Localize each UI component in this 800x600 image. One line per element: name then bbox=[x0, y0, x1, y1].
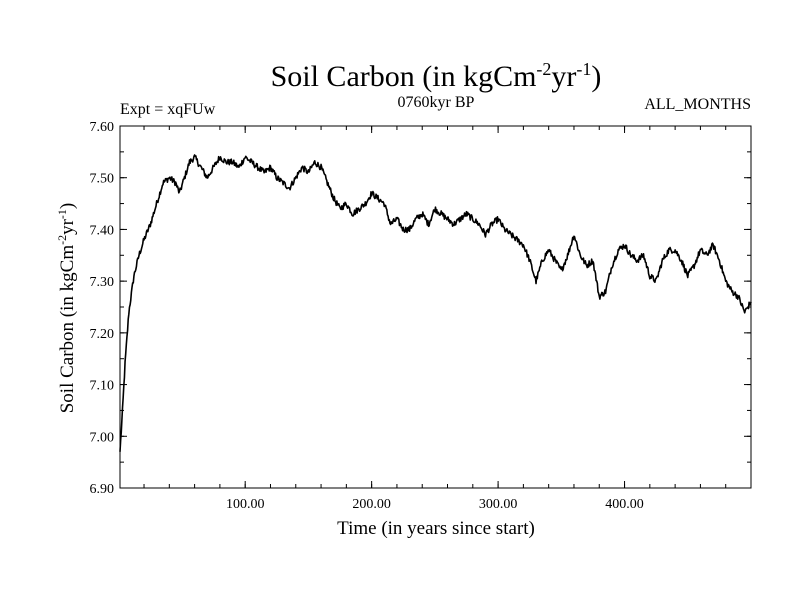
x-tick-label-0: 100.00 bbox=[226, 497, 265, 512]
y-tick-label-1: 7.00 bbox=[90, 430, 115, 445]
x-tick-label-1: 200.00 bbox=[352, 497, 391, 512]
x-axis-label: Time (in years since start) bbox=[337, 518, 535, 539]
chart-title-mid: yr bbox=[551, 60, 576, 93]
y-tick-label-0: 6.90 bbox=[90, 482, 115, 497]
y-tick-label-4: 7.30 bbox=[90, 275, 115, 290]
x-axis-ticks: 100.00 200.00 300.00 400.00 bbox=[143, 126, 727, 512]
y-axis-label-end: ) bbox=[57, 203, 78, 209]
y-axis-label-mid: yr bbox=[57, 218, 78, 235]
y-tick-label-7: 7.60 bbox=[90, 120, 115, 135]
y-axis-label-main: Soil Carbon (in kgCm bbox=[57, 245, 78, 414]
period-label: 0760kyr BP bbox=[398, 94, 475, 111]
experiment-label: Expt = xqFUw bbox=[120, 101, 216, 118]
y-axis-ticks: 6.90 7.00 7.10 7.20 7.30 7.40 7.50 7.60 bbox=[90, 120, 751, 497]
x-tick-label-3: 400.00 bbox=[605, 497, 644, 512]
x-tick-label-2: 300.00 bbox=[479, 497, 518, 512]
y-axis-label-sup2: -1 bbox=[55, 209, 69, 219]
plot-frame bbox=[119, 125, 752, 489]
chart-title-main: Soil Carbon (in kgCm bbox=[271, 60, 537, 93]
series-line-soil-carbon bbox=[119, 154, 752, 452]
chart-title-end: ) bbox=[591, 60, 601, 93]
y-axis-label: Soil Carbon (in kgCm-2yr-1) bbox=[55, 203, 78, 414]
y-tick-label-5: 7.40 bbox=[90, 223, 115, 238]
months-label: ALL_MONTHS bbox=[644, 96, 751, 113]
y-axis-label-sup1: -2 bbox=[55, 235, 69, 245]
chart-title: Soil Carbon (in kgCm-2yr-1) bbox=[271, 59, 602, 93]
chart-title-sup1: -2 bbox=[536, 59, 551, 79]
chart-title-sup2: -1 bbox=[576, 59, 591, 79]
y-tick-label-3: 7.20 bbox=[90, 327, 115, 342]
y-tick-label-6: 7.50 bbox=[90, 172, 115, 187]
y-tick-label-2: 7.10 bbox=[90, 379, 115, 394]
